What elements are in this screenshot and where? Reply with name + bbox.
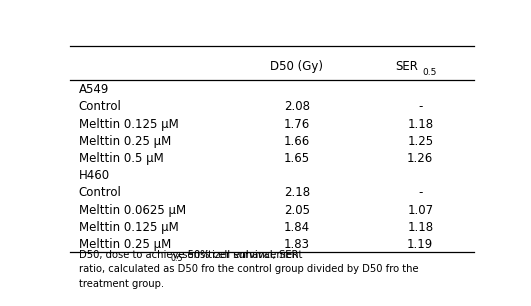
Text: Control: Control xyxy=(79,100,122,114)
Text: -: - xyxy=(418,186,423,200)
Text: Melttin 0.125 μM: Melttin 0.125 μM xyxy=(79,118,178,131)
Text: 1.18: 1.18 xyxy=(407,118,433,131)
Text: -: - xyxy=(418,100,423,114)
Text: SER: SER xyxy=(396,60,418,73)
Text: Melttin 0.25 μM: Melttin 0.25 μM xyxy=(79,135,171,148)
Text: Melttin 0.25 μM: Melttin 0.25 μM xyxy=(79,238,171,251)
Text: 1.18: 1.18 xyxy=(407,221,433,234)
Text: 1.65: 1.65 xyxy=(284,152,310,165)
Text: 1.76: 1.76 xyxy=(284,118,310,131)
Text: D50 (Gy): D50 (Gy) xyxy=(270,60,323,73)
Text: Control: Control xyxy=(79,186,122,200)
Text: 1.83: 1.83 xyxy=(284,238,310,251)
Text: , sensitizer enhancement: , sensitizer enhancement xyxy=(176,250,302,260)
Text: A549: A549 xyxy=(79,83,109,96)
Text: 0.5: 0.5 xyxy=(171,254,183,263)
Text: Melttin 0.125 μM: Melttin 0.125 μM xyxy=(79,221,178,234)
Text: D50, dose to achieve 50% cell survival; SER: D50, dose to achieve 50% cell survival; … xyxy=(79,250,298,260)
Text: Melttin 0.0625 μM: Melttin 0.0625 μM xyxy=(79,203,186,217)
Text: ratio, calculated as D50 fro the control group divided by D50 fro the: ratio, calculated as D50 fro the control… xyxy=(79,264,418,274)
Text: 1.26: 1.26 xyxy=(407,152,433,165)
Text: 1.25: 1.25 xyxy=(407,135,433,148)
Text: 1.84: 1.84 xyxy=(284,221,310,234)
Text: 2.08: 2.08 xyxy=(284,100,310,114)
Text: 1.66: 1.66 xyxy=(284,135,310,148)
Text: 0.5: 0.5 xyxy=(422,68,436,76)
Text: 1.07: 1.07 xyxy=(407,203,433,217)
Text: 1.19: 1.19 xyxy=(407,238,433,251)
Text: 2.18: 2.18 xyxy=(284,186,310,200)
Text: H460: H460 xyxy=(79,169,110,182)
Text: Melttin 0.5 μM: Melttin 0.5 μM xyxy=(79,152,164,165)
Text: treatment group.: treatment group. xyxy=(79,279,164,289)
Text: 2.05: 2.05 xyxy=(284,203,310,217)
